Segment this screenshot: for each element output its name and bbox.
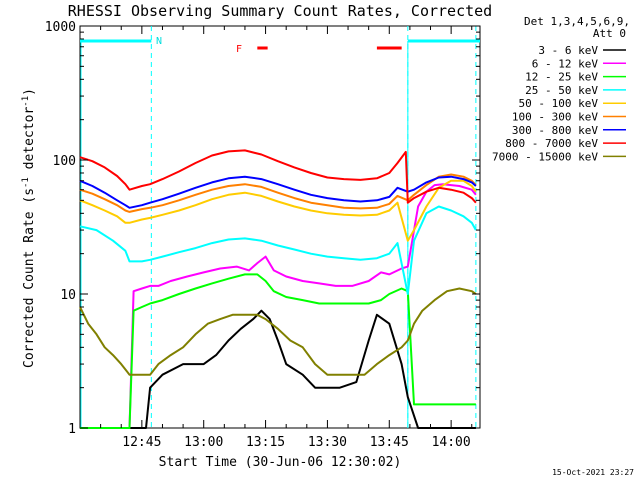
series-line-0 — [80, 309, 476, 429]
legend-label-4: 50 - 100 keV — [519, 97, 599, 110]
series-line-8 — [79, 287, 477, 376]
x-axis-label: Start Time (30-Jun-06 12:30:02) — [159, 455, 402, 470]
chart-title: RHESSI Observing Summary Count Rates, Co… — [68, 2, 492, 20]
legend-label-0: 3 - 6 keV — [538, 44, 598, 57]
flare-flag-label: F — [236, 44, 242, 55]
series-line-7 — [79, 149, 477, 204]
series-lines — [79, 149, 477, 429]
series-line-3 — [79, 205, 477, 295]
x-tick-label: 13:45 — [370, 435, 409, 450]
legend-label-1: 6 - 12 keV — [532, 57, 599, 70]
series-line-6 — [79, 175, 477, 209]
y-tick-label: 10 — [60, 288, 76, 303]
series-line-2 — [80, 273, 476, 429]
legend-label-8: 7000 - 15000 keV — [492, 150, 598, 163]
y-axis-label: Corrected Count Rate (s-1 detector-1) — [21, 88, 37, 368]
y-label-end: ) — [22, 88, 37, 96]
x-tick-label: 13:15 — [246, 435, 285, 450]
series-line-1 — [80, 183, 477, 429]
y-tick-label: 100 — [53, 154, 76, 169]
y-tick-label: 1000 — [45, 20, 76, 35]
series-line-4 — [79, 179, 477, 242]
legend-header-1: Det 1,3,4,5,6,9, — [524, 15, 630, 28]
time-markers — [80, 26, 477, 428]
legend-label-6: 300 - 800 keV — [512, 124, 598, 137]
x-tick-label: 13:00 — [184, 435, 223, 450]
y-label-mid: detector — [22, 107, 37, 178]
legend-label-7: 800 - 7000 keV — [505, 137, 598, 150]
legend-header-2: Att 0 — [593, 27, 626, 40]
night-flag-label: N — [156, 36, 162, 47]
y-label-sup1: -1 — [21, 177, 31, 188]
timestamp: 15-Oct-2021 23:27 — [552, 468, 634, 477]
series-line-5 — [79, 173, 477, 213]
x-tick-label: 12:45 — [122, 435, 161, 450]
y-label-sup2: -1 — [21, 96, 31, 107]
legend-label-2: 12 - 25 keV — [525, 71, 598, 84]
y-label-main: Corrected Count Rate (s — [22, 188, 37, 368]
x-tick-label: 13:30 — [308, 435, 347, 450]
axes: 1 10 100 1000 12:45 13:00 13:15 13:30 13:45 14:00 — [45, 20, 480, 450]
legend-label-5: 100 - 300 keV — [512, 111, 598, 124]
x-tick-label: 14:00 — [432, 435, 471, 450]
flag-bars — [80, 39, 480, 50]
y-tick-label: 1 — [68, 422, 76, 437]
legend-label-3: 25 - 50 keV — [525, 84, 598, 97]
